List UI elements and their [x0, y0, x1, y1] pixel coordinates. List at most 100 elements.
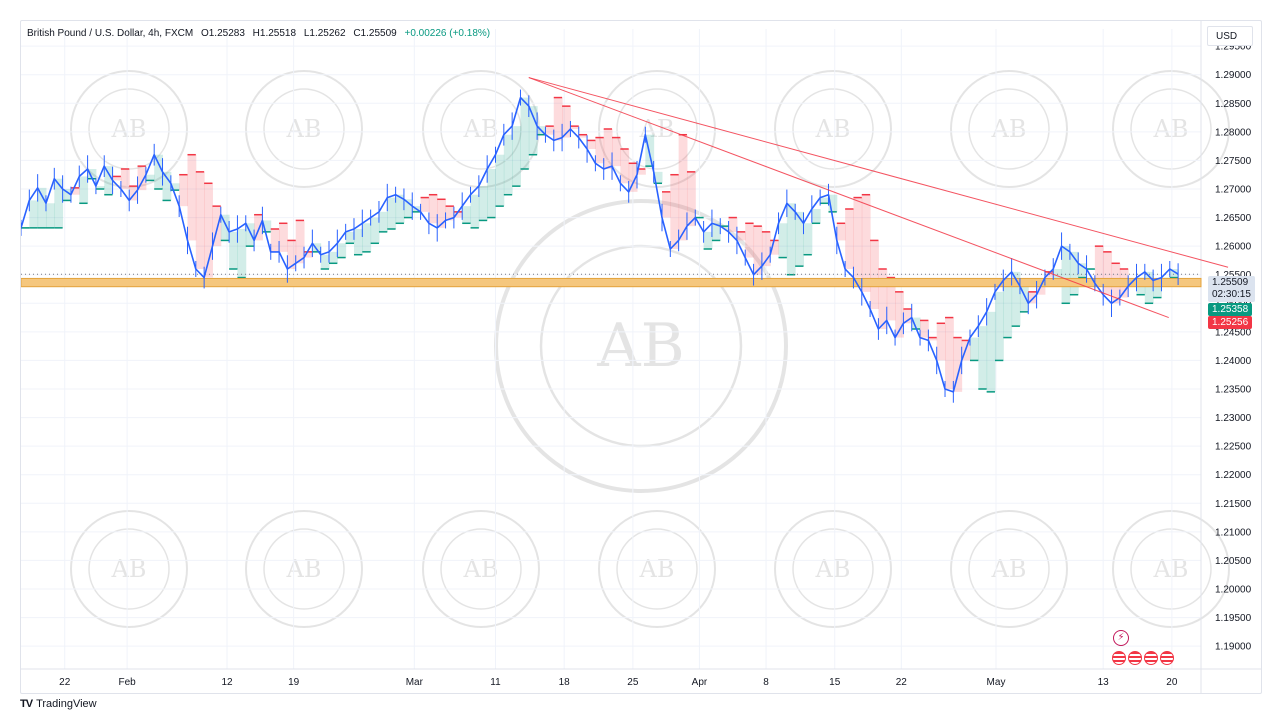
cloud-segment	[920, 320, 929, 338]
cloud-segment	[745, 223, 755, 258]
y-tick-label: 1.20000	[1215, 585, 1252, 596]
y-tick-label: 1.28500	[1215, 99, 1252, 110]
cloud-segment	[378, 211, 388, 232]
cloud-segment	[395, 194, 405, 224]
gridlines	[21, 29, 1201, 669]
cloud-segment	[753, 226, 763, 275]
legend-symbol[interactable]: British Pound / U.S. Dollar, 4h, FXCM	[27, 28, 194, 39]
cloud-segment	[836, 223, 846, 241]
cloud-segment	[811, 209, 821, 224]
cloud-segment	[362, 223, 372, 252]
cloud-segment	[728, 217, 738, 232]
cloud-segment	[195, 171, 205, 269]
y-tick-label: 1.24500	[1215, 327, 1252, 338]
x-tick-label: 15	[829, 677, 841, 688]
cloud-segment	[803, 223, 813, 255]
trendline	[528, 77, 1169, 319]
cloud-segment	[87, 169, 97, 179]
flag-icon[interactable]	[1128, 651, 1142, 665]
cloud-segment	[1061, 246, 1071, 304]
watermark-initials: AB	[991, 555, 1027, 583]
watermark-seal-inner	[616, 88, 698, 170]
watermark-seal-inner	[440, 88, 522, 170]
watermark-seal-inner	[263, 528, 345, 610]
cloud-segment	[520, 97, 530, 169]
cloud-segment	[994, 291, 1004, 361]
cloud-segment	[778, 223, 788, 258]
y-tick-label: 1.29000	[1215, 70, 1252, 81]
cloud-segment	[678, 134, 688, 241]
cloud-segment	[795, 211, 805, 267]
cloud-segment	[237, 229, 247, 278]
watermark-initials: AB	[111, 555, 147, 583]
cloud-segment	[587, 140, 596, 149]
cloud-segment	[911, 317, 921, 329]
watermark-seal-inner	[968, 88, 1050, 170]
cloud-segment	[1169, 269, 1179, 278]
cloud-segment	[820, 197, 829, 204]
chart-frame[interactable]: AB AB AB AB AB AB AB AB AB AB AB AB AB AB AB 1.29500 1.2…	[20, 20, 1262, 694]
watermark-seal-inner	[792, 528, 874, 610]
cloud-segment	[428, 194, 438, 224]
legend-open: O1.25283	[200, 28, 245, 39]
cloud-segment	[137, 166, 147, 191]
bolt-icon[interactable]: ⚡	[1113, 630, 1129, 646]
y-tick-label: 1.24000	[1215, 356, 1252, 367]
cloud-segment	[329, 251, 338, 264]
flag-icon[interactable]	[1144, 651, 1158, 665]
cloud-segment	[986, 311, 996, 392]
cloud-segment	[262, 220, 272, 232]
cloud-segment	[711, 223, 721, 241]
trendline	[528, 77, 1229, 268]
watermark-seal	[245, 70, 363, 188]
y-tick-label: 1.22000	[1215, 470, 1252, 481]
watermark-seal-inner	[88, 528, 170, 610]
tradingview-logo-icon[interactable]: TV	[20, 698, 33, 710]
cloud-segment	[1094, 246, 1104, 284]
cloud-segment	[304, 251, 313, 258]
x-tick-label: Feb	[119, 677, 137, 688]
cloud-segment	[612, 137, 621, 167]
cloud-segment	[95, 186, 105, 189]
y-tick-label: 1.20500	[1215, 556, 1252, 567]
x-tick-label: 8	[763, 677, 769, 688]
watermark-seal-inner	[1130, 88, 1212, 170]
watermark-initials: AB	[1153, 115, 1189, 143]
cloud-segment	[187, 154, 197, 241]
price-series	[21, 89, 1179, 403]
cloud-segment	[403, 199, 413, 218]
watermark-big-initials: AB	[596, 311, 684, 381]
cloud-segment	[220, 214, 230, 241]
x-tick-label: May	[987, 677, 1006, 688]
y-tick-label: 1.29500	[1215, 42, 1252, 53]
y-tick-label: 1.23000	[1215, 413, 1252, 424]
watermark-seal	[1112, 510, 1230, 628]
bar-countdown: 02:30:15	[1212, 289, 1251, 300]
current-price-tag: 1.25509 02:30:15	[1208, 276, 1255, 302]
cloud-segment	[637, 169, 646, 175]
watermark-seal-inner	[968, 528, 1050, 610]
watermark-seal-inner	[792, 88, 874, 170]
watermark-seal-inner	[616, 528, 698, 610]
cloud-segment	[254, 214, 263, 241]
cloud-segment	[1036, 280, 1046, 295]
flag-icon[interactable]	[1112, 651, 1126, 665]
economic-events[interactable]	[1112, 651, 1174, 665]
cloud-segment	[70, 187, 80, 195]
cloud-segment	[845, 209, 854, 269]
tradingview-brand[interactable]: TradingView	[36, 698, 97, 710]
cloud-segment	[670, 174, 680, 249]
flag-icon[interactable]	[1160, 651, 1174, 665]
watermark-initials: AB	[991, 115, 1027, 143]
y-tick-label: 1.23500	[1215, 385, 1252, 396]
cloud-segment	[279, 223, 288, 252]
cloud-segment	[936, 323, 946, 361]
currency-selector[interactable]: USD	[1207, 26, 1253, 46]
y-tick-label: 1.27500	[1215, 156, 1252, 167]
cloud-segment	[462, 206, 472, 224]
cloud-segment	[287, 240, 297, 269]
watermark-seal	[1112, 70, 1230, 188]
cloud-segment	[736, 231, 746, 241]
y-tick-label: 1.25500	[1215, 270, 1252, 281]
